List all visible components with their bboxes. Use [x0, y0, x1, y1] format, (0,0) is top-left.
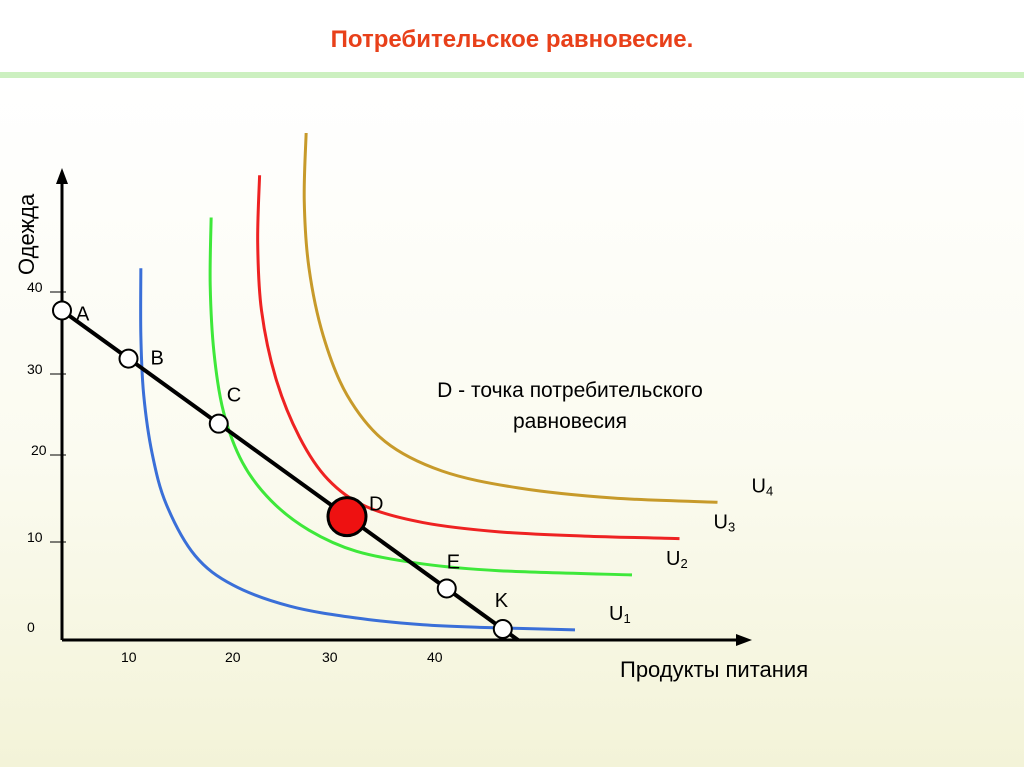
slide-title: Потребительское равновесие.	[330, 26, 694, 53]
curve-label-u2: U2	[666, 548, 688, 571]
point-e	[436, 578, 457, 599]
x-axis-arrow	[736, 634, 752, 646]
curve-label-u3: U3	[714, 512, 736, 535]
point-c	[208, 413, 229, 434]
x-tick-label: 30	[322, 649, 338, 665]
x-tick-label: 40	[427, 649, 443, 665]
slide-background	[0, 80, 1024, 767]
point-label-c: C	[227, 385, 241, 407]
y-axis-arrow	[56, 168, 68, 184]
indifference-curve-u1	[139, 268, 576, 632]
annotation-line-1: D - точка потребительского	[437, 379, 703, 402]
curve-label-u4: U4	[752, 475, 774, 498]
indifference-curve-u3	[256, 175, 680, 541]
x-tick-label: 10	[121, 649, 137, 665]
x-axis-label: Продукты питания	[620, 657, 808, 682]
x-tick-label: 20	[225, 649, 241, 665]
annotation-line-2: равновесия	[513, 410, 627, 433]
point-label-b: B	[151, 348, 164, 370]
title-bar: Потребительское равновесие.	[0, 0, 1024, 78]
y-tick-label: 40	[27, 279, 43, 295]
point-label-a: A	[76, 303, 90, 325]
point-k	[492, 619, 513, 640]
indifference-curves	[139, 132, 718, 632]
title-underline	[0, 72, 1024, 78]
point-label-k: K	[495, 590, 509, 612]
chart-points: A B C D E K	[52, 300, 513, 640]
y-tick-label: 0	[27, 619, 35, 635]
point-label-d: D	[369, 494, 383, 516]
curve-label-u1: U1	[609, 603, 631, 626]
y-tick-label: 10	[27, 529, 43, 545]
y-tick-label: 20	[31, 442, 47, 458]
point-b	[118, 348, 139, 369]
point-d	[326, 496, 368, 538]
point-label-e: E	[447, 551, 460, 573]
indifference-curve-u2	[208, 217, 633, 577]
indifference-curve-u4	[302, 132, 718, 504]
point-a	[52, 300, 72, 321]
y-axis-label: Одежда	[14, 193, 39, 275]
y-tick-label: 30	[27, 361, 43, 377]
